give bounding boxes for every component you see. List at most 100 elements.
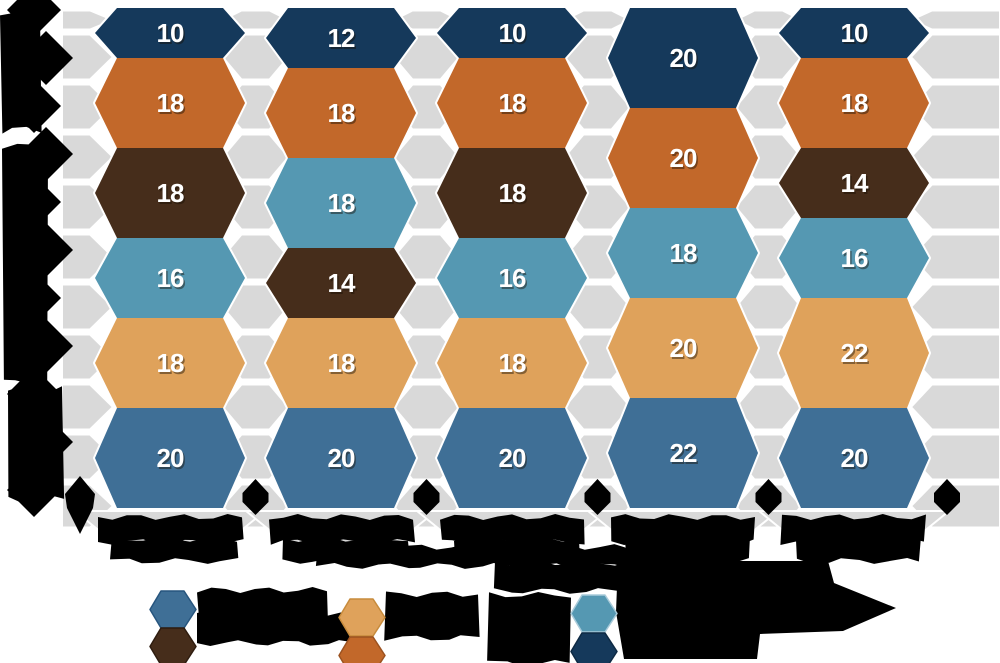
value-shadow: 18 [158, 350, 185, 380]
column-4-segment-2-orange [608, 108, 758, 208]
column-2-value-6: 20 [328, 443, 355, 473]
value-shadow: 20 [500, 445, 527, 475]
lattice-cell [61, 33, 114, 81]
column-2-segment-2-orange [266, 68, 416, 158]
redacted-legend-text-3-arrow [616, 561, 896, 659]
column-1-segment-6-steel [95, 408, 245, 508]
legend [149, 590, 618, 663]
column-5-value-1: 10 [841, 18, 868, 48]
column-5-segment-1-navy [779, 8, 929, 58]
column-2-segment-5-tan [266, 318, 416, 408]
column-5-segment-4-lightblue [779, 218, 929, 298]
value-shadow: 22 [842, 340, 869, 370]
value-shadow: 18 [500, 180, 527, 210]
column-3-segment-1-navy [437, 8, 587, 58]
column-3-value-1: 10 [499, 18, 526, 48]
value-shadow: 14 [842, 170, 870, 200]
column-3-segment-3-brown [437, 148, 587, 238]
column-2-value-4: 14 [328, 268, 356, 298]
column-2-value-3: 18 [328, 188, 355, 218]
value-shadow: 18 [500, 350, 527, 380]
legend-marker-2-top-tan [338, 598, 386, 637]
column-4-value-3: 18 [670, 238, 697, 268]
redacted-yaxis-title [2, 143, 48, 385]
value-shadow: 18 [158, 180, 185, 210]
column-3-value-4: 16 [499, 263, 526, 293]
redacted-ylabel-block-bottom [8, 386, 65, 502]
value-shadow: 20 [671, 145, 698, 175]
value-shadow: 18 [329, 190, 356, 220]
redacted-xlabel-1-line2 [110, 536, 239, 564]
redacted-legend-text-1b [197, 610, 356, 646]
legend-marker-3-top-lightblue [570, 594, 618, 633]
lattice-cell [910, 383, 1000, 431]
legend-marker-1-top-steel [149, 590, 197, 629]
column-5-value-6: 20 [841, 443, 868, 473]
column-4-segment-5-steel [608, 398, 758, 508]
value-shadow: 20 [671, 335, 698, 365]
column-2-segment-4-brown [266, 248, 416, 318]
value-shadow: 18 [329, 100, 356, 130]
column-5-value-3: 14 [841, 168, 869, 198]
column-4-value-2: 20 [670, 143, 697, 173]
value-shadow: 20 [329, 445, 356, 475]
redacted-ylabel-block-top [0, 8, 42, 134]
redacted-xtick-pin-2 [413, 479, 440, 515]
redacted-legend-text-2a [384, 591, 480, 641]
column-5-value-5: 22 [841, 338, 868, 368]
column-2-segment-1-navy [266, 8, 416, 68]
column-5-segment-6-steel [779, 408, 929, 508]
value-shadow: 16 [158, 265, 185, 295]
legend-marker-1-bottom-brown [149, 627, 197, 663]
value-shadow: 18 [158, 90, 185, 120]
value-shadow: 18 [329, 350, 356, 380]
lattice-cell [61, 383, 114, 431]
column-2-segment-6-steel [266, 408, 416, 508]
redacted-xlabel-4-line1 [611, 514, 755, 545]
columns: 1010181818181616181820201212181818181414… [93, 6, 931, 510]
lattice-cell [910, 33, 1000, 81]
column-1-segment-3-brown [95, 148, 245, 238]
column-5-segment-5-tan [779, 298, 929, 408]
value-shadow: 18 [500, 90, 527, 120]
value-shadow: 10 [842, 20, 869, 50]
redacted-xtick-pin-0 [65, 476, 95, 534]
column-4-segment-3-lightblue [608, 208, 758, 298]
column-1-segment-2-orange [95, 58, 245, 148]
redacted-annotations [0, 0, 960, 663]
column-1-value-5: 18 [157, 348, 184, 378]
column-2-value-2: 18 [328, 98, 355, 128]
column-3-segment-4-lightblue [437, 238, 587, 318]
value-shadow: 12 [329, 25, 356, 55]
column-2-value-1: 12 [328, 23, 355, 53]
column-5-segment-2-orange [779, 58, 929, 148]
value-shadow: 16 [842, 245, 869, 275]
lattice-cell [61, 133, 114, 181]
column-5-segment-3-brown [779, 148, 929, 218]
redacted-xtick-pin-3 [584, 479, 611, 515]
value-shadow: 10 [500, 20, 527, 50]
column-1-value-6: 20 [157, 443, 184, 473]
lattice-cell [61, 283, 114, 331]
redacted-xlabel-5-line2 [796, 536, 921, 564]
column-2-value-5: 18 [328, 348, 355, 378]
column-3-value-2: 18 [499, 88, 526, 118]
value-shadow: 18 [671, 240, 698, 270]
column-1-segment-5-tan [95, 318, 245, 408]
value-shadow: 20 [842, 445, 869, 475]
value-shadow: 18 [842, 90, 869, 120]
redacted-legend-text-2b [487, 592, 571, 663]
column-5-value-4: 16 [841, 243, 868, 273]
column-4-segment-4-tan [608, 298, 758, 398]
column-4-value-1: 20 [670, 43, 697, 73]
column-3-value-6: 20 [499, 443, 526, 473]
value-shadow: 22 [671, 440, 698, 470]
legend-marker-3-bottom-navy [570, 632, 618, 663]
legend-marker-2-bottom-orange [338, 636, 386, 663]
